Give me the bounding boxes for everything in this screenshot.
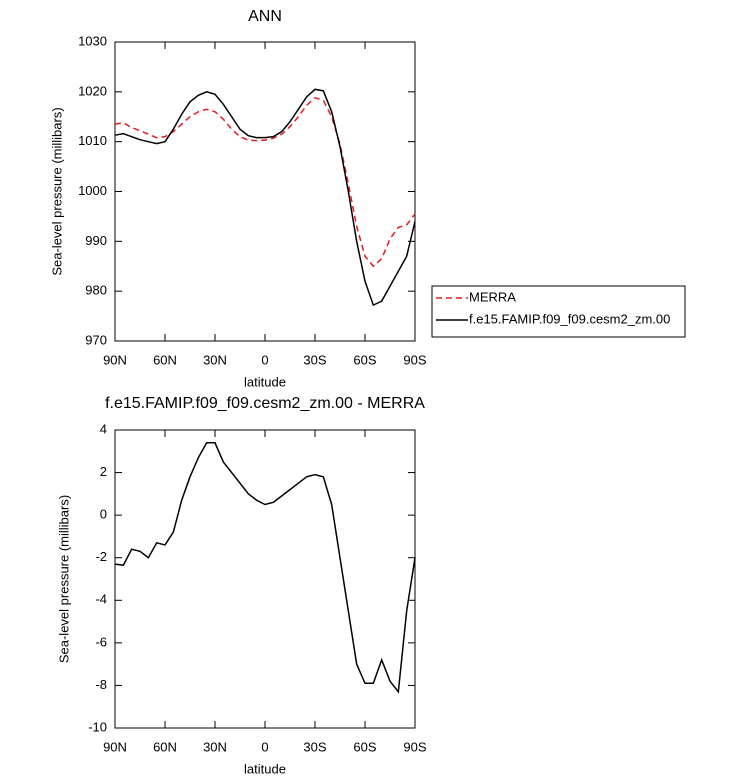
y-tick-label: -10	[88, 719, 107, 734]
y-tick-label: -8	[95, 677, 107, 692]
y-tick-label: -4	[95, 592, 107, 607]
x-tick-label: 0	[261, 352, 268, 367]
x-tick-label: 60S	[353, 739, 376, 754]
y-tick-label: 980	[85, 283, 107, 298]
x-axis-title: latitude	[244, 761, 286, 776]
y-tick-label: 990	[85, 233, 107, 248]
y-tick-label: 970	[85, 332, 107, 347]
y-tick-label: -2	[95, 549, 107, 564]
x-tick-label: 90N	[103, 352, 127, 367]
y-tick-label: -6	[95, 634, 107, 649]
y-tick-label: 2	[100, 464, 107, 479]
y-tick-label: 0	[100, 507, 107, 522]
legend-box	[431, 285, 686, 338]
x-tick-label: 30S	[303, 352, 326, 367]
y-tick-label: 1030	[78, 33, 107, 48]
y-tick-label: 1010	[78, 133, 107, 148]
y-axis-title: Sea-level pressure (millibars)	[56, 495, 71, 663]
legend-label: f.e15.FAMIP.f09_f09.cesm2_zm.00	[469, 311, 670, 326]
y-axis-title: Sea-level pressure (millibars)	[49, 107, 64, 275]
x-tick-label: 90N	[103, 739, 127, 754]
y-tick-label: 4	[100, 421, 107, 436]
x-tick-label: 90S	[403, 352, 426, 367]
legend-label: MERRA	[469, 289, 516, 304]
data-line	[114, 442, 416, 694]
x-tick-label: 60N	[153, 739, 177, 754]
x-axis-title: latitude	[244, 374, 286, 389]
x-tick-label: 30S	[303, 739, 326, 754]
x-tick-label: 0	[261, 739, 268, 754]
x-tick-label: 90S	[403, 739, 426, 754]
x-tick-label: 30N	[203, 739, 227, 754]
x-tick-label: 60S	[353, 352, 376, 367]
y-tick-label: 1020	[78, 83, 107, 98]
x-tick-label: 30N	[203, 352, 227, 367]
data-line	[114, 88, 416, 307]
data-line	[114, 96, 416, 268]
chart-title: ANN	[248, 8, 282, 25]
chart-title: f.e15.FAMIP.f09_f09.cesm2_zm.00 - MERRA	[105, 395, 425, 412]
y-tick-label: 1000	[78, 183, 107, 198]
x-tick-label: 60N	[153, 352, 177, 367]
